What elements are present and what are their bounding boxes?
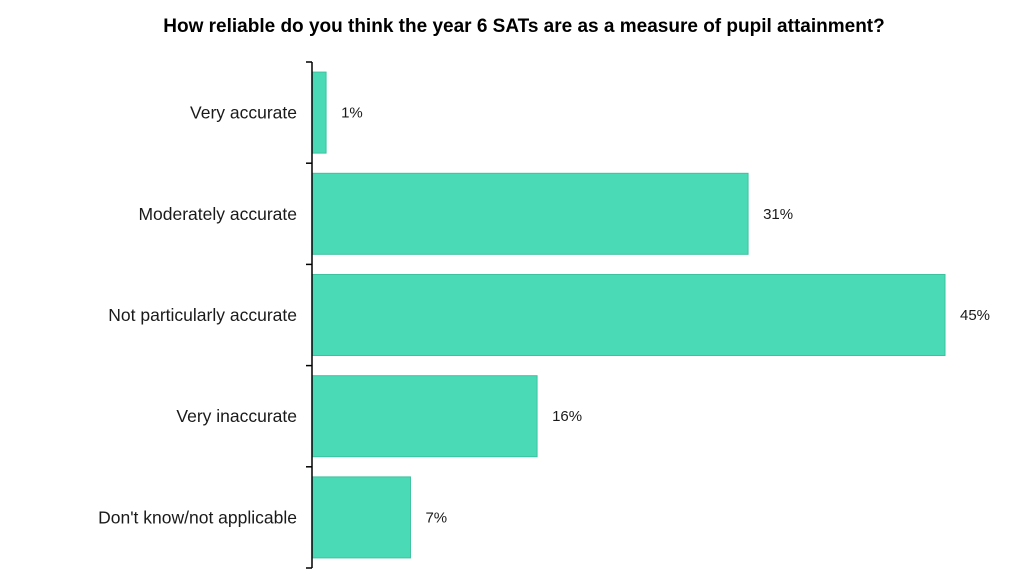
category-label: Don't know/not applicable [98,507,297,527]
value-label: 45% [960,307,990,324]
y-axis [306,61,313,569]
value-label: 16% [552,408,582,425]
category-label: Not particularly accurate [108,305,297,325]
bar [311,476,411,559]
category-label: Very inaccurate [176,406,297,426]
value-label: 1% [341,105,363,122]
bar [311,71,327,154]
value-label: 7% [425,509,447,526]
category-label: Moderately accurate [138,204,297,224]
bar [311,274,946,356]
value-label: 31% [763,206,793,223]
category-label: Very accurate [190,103,297,123]
chart-title: How reliable do you think the year 6 SAT… [163,16,884,37]
bar [311,375,538,458]
bar [311,172,749,255]
